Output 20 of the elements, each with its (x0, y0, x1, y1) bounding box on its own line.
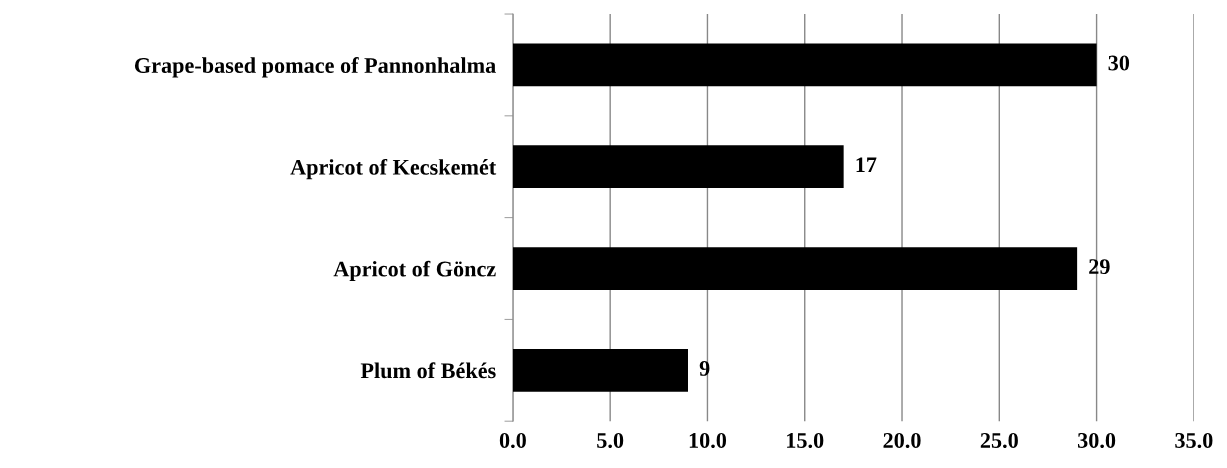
x-tick-label: 15.0 (787, 432, 824, 449)
x-tick-label: 30.0 (1077, 432, 1116, 449)
x-tick-label: 10.0 (689, 432, 727, 449)
data-label: 29 (1089, 259, 1110, 275)
y-tick-label: Apricot of Göncz (333, 260, 496, 282)
data-label: 30 (1108, 55, 1130, 71)
x-tick-label: 35.0 (1175, 432, 1213, 449)
y-tick-label: Grape-based pomace of Pannonhalma (134, 57, 496, 78)
data-label: 9 (699, 360, 710, 376)
bar (512, 145, 844, 189)
y-tick-label: Apricot of Kecskemét (290, 158, 497, 180)
x-tick-label: 5.0 (597, 432, 624, 449)
bar (512, 348, 688, 392)
x-tick-label: 0.0 (499, 432, 526, 449)
bar (512, 247, 1078, 290)
bar (512, 43, 1097, 87)
y-tick-label: Plum of Békés (360, 362, 496, 379)
x-tick-label: 20.0 (883, 432, 921, 449)
data-label: 17 (856, 157, 877, 173)
x-tick-label: 25.0 (980, 432, 1018, 449)
